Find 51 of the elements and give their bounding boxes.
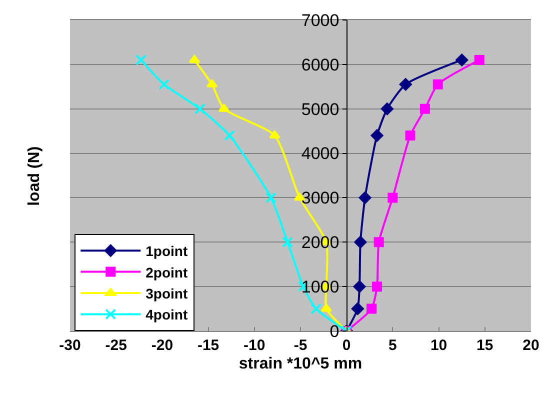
x-axis-title: strain *10^5 mm: [238, 356, 362, 373]
point: [420, 104, 430, 114]
x-tick-label: -10: [244, 337, 266, 354]
x-tick-label: -15: [197, 337, 220, 354]
y-axis-title: load (N): [26, 146, 43, 206]
y-tick-label: 7000: [301, 10, 340, 30]
point: [194, 103, 206, 114]
point: [405, 130, 416, 141]
legend-label: 1point: [146, 243, 188, 260]
point: [456, 54, 468, 66]
y-tick-label: 6000: [301, 55, 340, 74]
y-tick-label: 5000: [301, 100, 340, 119]
point: [432, 79, 443, 90]
point: [310, 303, 322, 314]
point: [474, 54, 484, 65]
x-tick-label: -30: [59, 337, 81, 354]
point: [380, 102, 394, 116]
point: [158, 78, 170, 90]
x-tick-label: 0: [342, 337, 351, 354]
point: [224, 130, 236, 142]
point: [358, 192, 372, 204]
point: [206, 79, 218, 88]
point: [188, 54, 200, 63]
point: [372, 282, 382, 292]
point: [374, 237, 384, 248]
point: [320, 304, 332, 312]
y-tick-label: 4000: [301, 144, 340, 164]
x-tick-label: -20: [151, 337, 174, 354]
x-tick-label: 15: [476, 337, 494, 354]
point: [351, 302, 364, 315]
legend-label: 3point: [146, 285, 188, 302]
point: [282, 236, 294, 248]
x-tick-label: 20: [522, 337, 540, 354]
point: [354, 236, 367, 248]
x-tick-label: 10: [430, 337, 448, 354]
x-tick-label: -25: [105, 337, 127, 354]
point: [353, 280, 366, 293]
legend-label: 2point: [146, 264, 188, 280]
point: [269, 130, 280, 139]
x-tick-label: -5: [294, 337, 308, 354]
legend-label: 4point: [146, 306, 188, 323]
point: [388, 192, 398, 203]
y-tick-label: 0: [330, 322, 340, 341]
point: [366, 304, 376, 314]
point: [399, 78, 412, 91]
y-tick-label: 3000: [301, 188, 340, 208]
x-tick-label: 5: [388, 337, 397, 354]
point: [370, 129, 384, 142]
point: [266, 192, 276, 204]
point: [135, 54, 146, 66]
point: [218, 104, 230, 112]
